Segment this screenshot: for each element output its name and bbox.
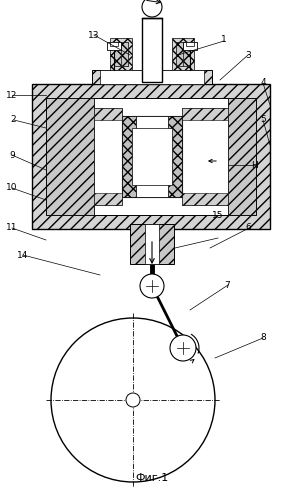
- Text: H: H: [251, 160, 258, 170]
- Text: 13: 13: [88, 30, 100, 40]
- Bar: [114, 42, 128, 66]
- Bar: [100, 70, 204, 84]
- Bar: [182, 108, 228, 120]
- Text: 1: 1: [221, 36, 227, 44]
- Bar: [121, 42, 128, 66]
- Text: 12: 12: [6, 90, 18, 100]
- Bar: [228, 98, 256, 215]
- Bar: [176, 42, 190, 66]
- Bar: [182, 108, 228, 205]
- Bar: [94, 108, 122, 120]
- Bar: [107, 42, 121, 50]
- Text: 11: 11: [6, 223, 18, 232]
- Text: 9: 9: [9, 150, 15, 160]
- Text: 5: 5: [261, 116, 266, 124]
- Circle shape: [140, 274, 164, 298]
- Bar: [110, 38, 132, 70]
- Bar: [46, 98, 94, 215]
- Circle shape: [51, 318, 215, 482]
- Bar: [183, 42, 190, 66]
- Bar: [183, 42, 197, 50]
- Bar: [132, 128, 172, 185]
- Text: 3: 3: [246, 50, 251, 59]
- Bar: [94, 193, 122, 205]
- Bar: [176, 42, 183, 66]
- Bar: [92, 70, 212, 84]
- Text: 10: 10: [6, 183, 18, 192]
- Text: 2: 2: [11, 116, 16, 124]
- Bar: [110, 42, 118, 46]
- Bar: [114, 42, 121, 66]
- Bar: [186, 42, 194, 46]
- Bar: [122, 116, 136, 197]
- Bar: [122, 116, 182, 197]
- Text: 6: 6: [246, 223, 251, 232]
- Circle shape: [126, 393, 140, 407]
- Bar: [32, 84, 270, 229]
- Bar: [172, 38, 194, 70]
- Text: 4: 4: [261, 78, 266, 87]
- Bar: [168, 116, 182, 197]
- Text: Фиг.1: Фиг.1: [135, 473, 169, 483]
- Bar: [136, 116, 168, 197]
- Bar: [145, 224, 159, 264]
- Text: 8: 8: [261, 333, 266, 342]
- Bar: [94, 108, 122, 205]
- Circle shape: [170, 335, 196, 361]
- Circle shape: [142, 0, 162, 17]
- Bar: [46, 98, 256, 215]
- Bar: [182, 193, 228, 205]
- Text: 7: 7: [225, 280, 230, 289]
- Text: 15: 15: [212, 210, 224, 220]
- Bar: [142, 18, 162, 82]
- Bar: [130, 224, 174, 264]
- Text: 14: 14: [17, 250, 28, 260]
